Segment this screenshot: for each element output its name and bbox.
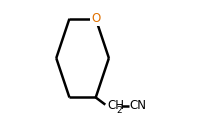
Text: O: O: [91, 12, 100, 25]
Text: CN: CN: [130, 99, 147, 112]
Text: 2: 2: [117, 106, 122, 115]
Text: CH: CH: [108, 99, 125, 112]
